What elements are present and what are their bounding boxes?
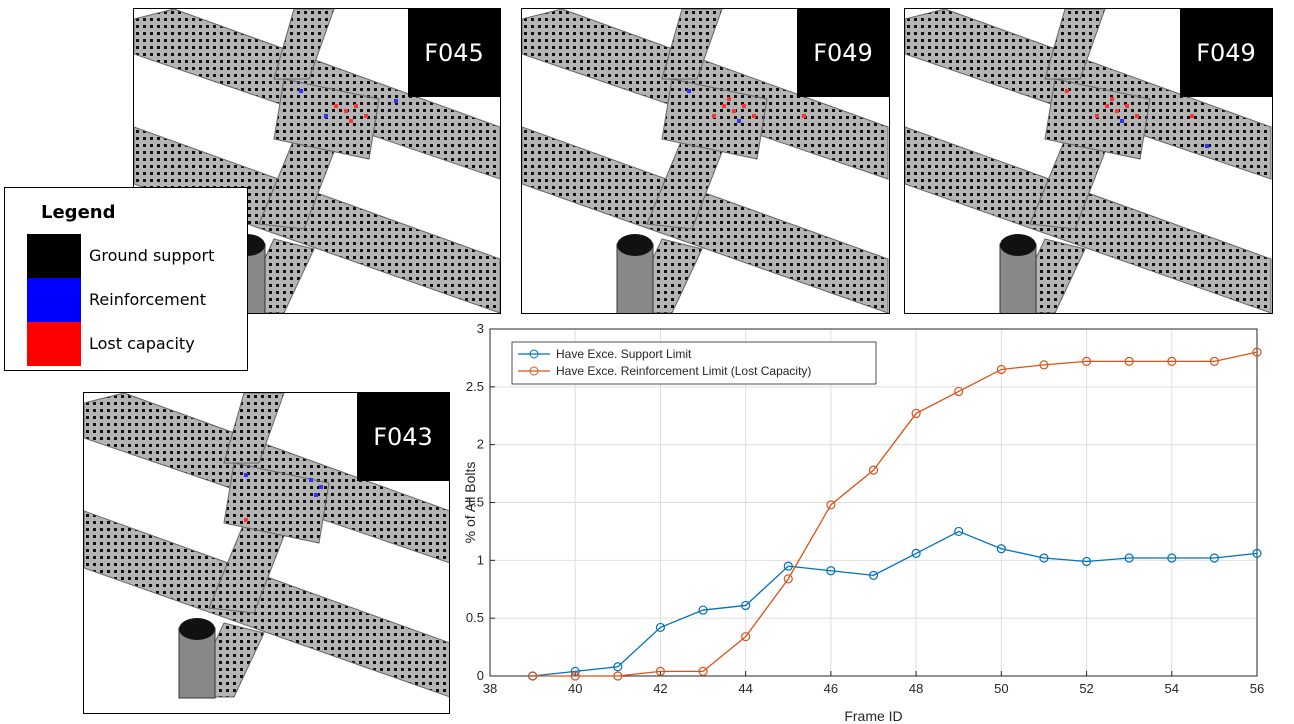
- bolt-state: [1205, 144, 1209, 148]
- x-tick-label: 38: [483, 681, 497, 696]
- pillar-top: [179, 618, 215, 640]
- bolt-state: [712, 114, 716, 118]
- y-tick-label: 3: [477, 321, 484, 336]
- bolt-state: [1065, 89, 1069, 93]
- frame-tag: F045: [408, 9, 500, 97]
- render-panel: F043: [83, 392, 450, 714]
- legend-label: Have Exce. Support Limit: [556, 347, 692, 361]
- legend-swatch: [27, 278, 81, 322]
- pillar-top: [617, 234, 653, 256]
- bolt-state: [364, 114, 368, 118]
- bolt-state: [309, 478, 313, 482]
- bolt-state: [1110, 97, 1114, 101]
- bolt-state: [244, 473, 248, 477]
- legend-label: Lost capacity: [89, 334, 195, 353]
- render-panel: F049: [904, 8, 1273, 314]
- bolt-state: [299, 89, 303, 93]
- y-tick-label: 1: [477, 552, 484, 567]
- bolt-state: [742, 104, 746, 108]
- frame-tag: F049: [1180, 9, 1272, 97]
- bolt-state: [319, 485, 323, 489]
- bolt-state: [324, 114, 328, 118]
- legend-item: Ground support: [27, 234, 247, 278]
- bolt-state: [802, 114, 806, 118]
- y-tick-label: 0.5: [466, 610, 484, 625]
- bolt-state: [334, 104, 338, 108]
- bolt-state: [1190, 114, 1194, 118]
- x-tick-label: 48: [909, 681, 923, 696]
- y-tick-label: 2: [477, 437, 484, 452]
- bolt-state: [244, 518, 248, 522]
- bolt-state: [354, 104, 358, 108]
- bolt-state: [1095, 114, 1099, 118]
- legend-title: Legend: [41, 202, 115, 223]
- x-tick-label: 54: [1165, 681, 1179, 696]
- x-tick-label: 56: [1250, 681, 1264, 696]
- render-panel: F049: [521, 8, 890, 314]
- bolt-state: [737, 119, 741, 123]
- x-tick-label: 46: [824, 681, 838, 696]
- legend-swatch: [27, 234, 81, 278]
- bolt-state: [1105, 104, 1109, 108]
- y-tick-label: 2.5: [466, 379, 484, 394]
- bolt-state: [752, 114, 756, 118]
- x-tick-label: 40: [568, 681, 582, 696]
- x-tick-label: 52: [1079, 681, 1093, 696]
- bolt-state: [314, 493, 318, 497]
- pillar-top: [1000, 234, 1036, 256]
- bolt-state: [349, 119, 353, 123]
- page: {"panels": [{"label": "F045"}, {"label":…: [0, 0, 1294, 724]
- bolt-state: [727, 97, 731, 101]
- x-tick-label: 50: [994, 681, 1008, 696]
- bolt-state: [1125, 104, 1129, 108]
- bolt-state: [687, 89, 691, 93]
- bolt-state: [394, 99, 398, 103]
- bolt-state: [1135, 114, 1139, 118]
- legend-label: Have Exce. Reinforcement Limit (Lost Cap…: [556, 364, 811, 378]
- legend: Legend Ground support Reinforcement Lost c…: [4, 187, 248, 371]
- frame-tag: F049: [797, 9, 889, 97]
- bolt-state: [732, 109, 736, 113]
- legend-item: Reinforcement: [27, 278, 247, 322]
- x-tick-label: 42: [653, 681, 667, 696]
- x-tick-label: 44: [738, 681, 752, 696]
- legend-item: Lost capacity: [27, 322, 247, 366]
- legend-label: Ground support: [89, 246, 214, 265]
- legend-label: Reinforcement: [89, 290, 206, 309]
- bolt-state: [1115, 109, 1119, 113]
- bolt-state: [1120, 119, 1124, 123]
- x-axis-label: Frame ID: [844, 708, 902, 724]
- bolt-state: [344, 109, 348, 113]
- y-axis-label: % of All Bolts: [462, 462, 478, 544]
- bolt-state: [722, 104, 726, 108]
- legend-swatch: [27, 322, 81, 366]
